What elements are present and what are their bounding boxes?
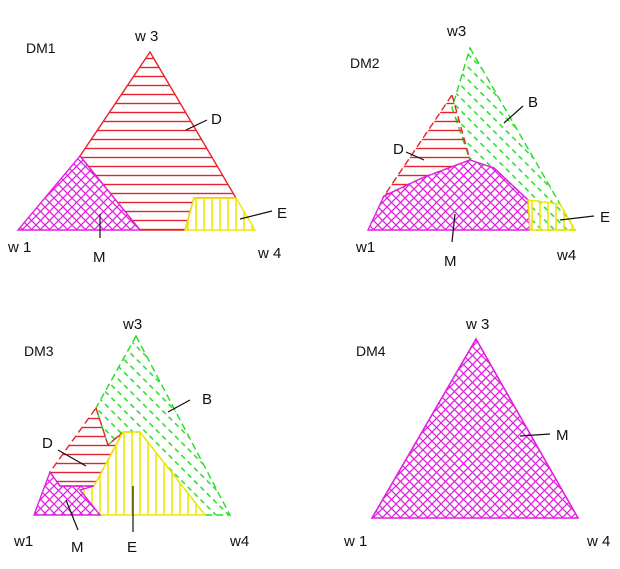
panel-dm3: DM3 w3 w1 w4 D B M E bbox=[13, 316, 249, 556]
vertex-label-left: w1 bbox=[355, 239, 375, 256]
region-e bbox=[184, 197, 257, 231]
vertex-label-right: w4 bbox=[556, 247, 576, 264]
region-label-m: M bbox=[71, 539, 84, 556]
region-label-d: D bbox=[42, 435, 53, 452]
vertex-label-top: w 3 bbox=[465, 316, 489, 333]
vertex-label-right: w 4 bbox=[586, 533, 610, 550]
panel-title: DM2 bbox=[350, 55, 380, 71]
leader-line-m bbox=[519, 433, 551, 437]
panel-dm2: DM2 w3 w1 w4 D B M E bbox=[350, 23, 610, 270]
vertex-label-right: w4 bbox=[229, 533, 249, 550]
region-label-m: M bbox=[93, 249, 106, 266]
region-label-m: M bbox=[444, 253, 457, 270]
panel-title: DM1 bbox=[26, 40, 56, 56]
leader-line-e bbox=[239, 210, 273, 220]
leader-line-d bbox=[405, 151, 425, 161]
region-label-b: B bbox=[528, 94, 538, 111]
region-m bbox=[16, 154, 142, 231]
region-label-d: D bbox=[393, 141, 404, 158]
panel-title: DM3 bbox=[24, 343, 54, 359]
panel-title: DM4 bbox=[356, 343, 386, 359]
vertex-label-left: w1 bbox=[13, 533, 33, 550]
region-e bbox=[527, 199, 577, 231]
region-label-b: B bbox=[202, 391, 212, 408]
leader-line-e bbox=[559, 215, 595, 221]
region-d bbox=[381, 93, 471, 198]
leader-line-m bbox=[65, 499, 79, 531]
leader-line-d bbox=[185, 119, 208, 131]
leader-line-b bbox=[503, 105, 524, 124]
vertex-label-left: w 1 bbox=[7, 239, 31, 256]
region-label-d: D bbox=[211, 111, 222, 128]
region-m bbox=[32, 470, 102, 516]
vertex-label-top: w3 bbox=[122, 316, 142, 333]
leader-line-b bbox=[167, 399, 191, 413]
region-label-m: M bbox=[556, 427, 569, 444]
vertex-label-top: w3 bbox=[446, 23, 466, 40]
vertex-label-left: w 1 bbox=[343, 533, 367, 550]
region-m bbox=[366, 159, 531, 231]
leader-line-m bbox=[451, 213, 456, 243]
vertex-label-top: w 3 bbox=[134, 28, 158, 45]
region-label-e: E bbox=[600, 209, 610, 226]
vertex-label-right: w 4 bbox=[257, 245, 281, 262]
region-m bbox=[370, 337, 580, 519]
panel-dm4: DM4 w 3 w 1 w 4 M bbox=[343, 316, 610, 550]
region-label-e: E bbox=[277, 205, 287, 222]
panel-dm1: DM1 w 3 w 1 w 4 M D E bbox=[7, 28, 287, 266]
leader-line-d bbox=[57, 449, 87, 467]
region-label-e: E bbox=[127, 539, 137, 556]
